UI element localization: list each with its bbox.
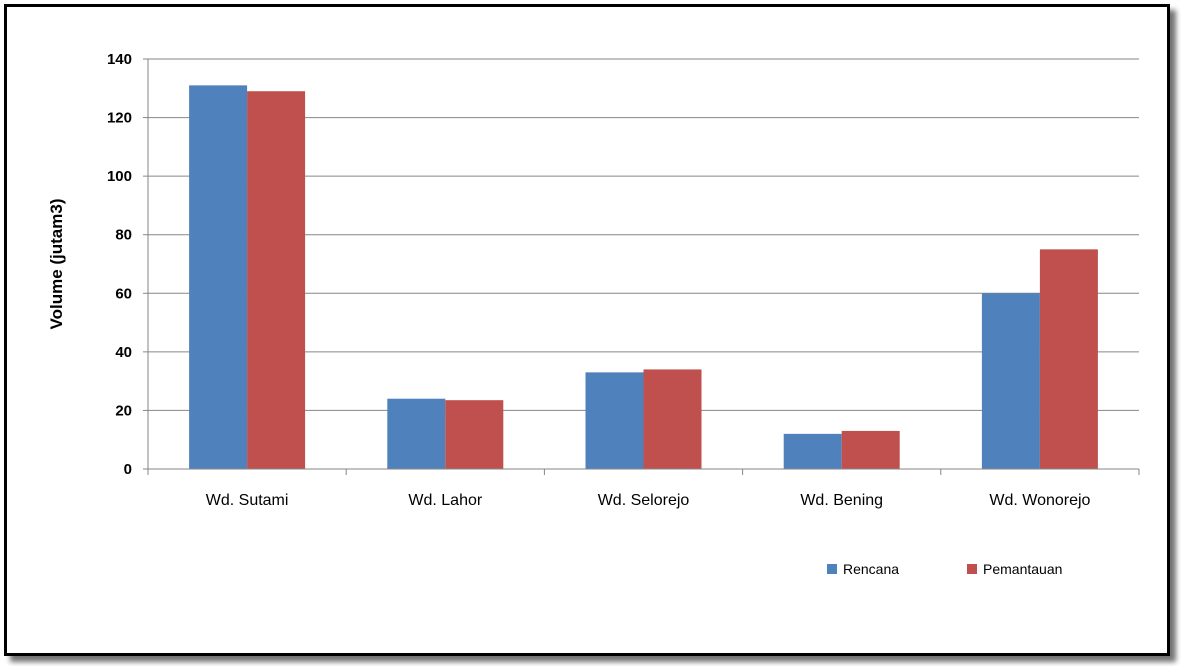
bar-rencana-1 <box>387 398 446 469</box>
y-tick-label: 60 <box>115 285 132 302</box>
legend-swatch-pemantauan <box>967 564 977 574</box>
bar-rencana-0 <box>189 85 248 469</box>
bar-pemantauan-2 <box>643 369 702 469</box>
bars <box>189 85 1098 469</box>
x-category-label: Wd. Lahor <box>408 492 482 509</box>
y-tick-label: 80 <box>115 227 132 244</box>
legend-label-pemantauan: Pemantauan <box>983 561 1062 577</box>
y-tick-label: 0 <box>124 461 132 478</box>
bar-pemantauan-0 <box>247 91 306 469</box>
bar-pemantauan-4 <box>1039 249 1098 469</box>
chart-frame: 0 20 40 60 80 100 120 140 Wd. Sutami Wd. Lahor Wd… <box>4 4 1170 656</box>
y-tick-label: 40 <box>115 344 132 361</box>
bar-pemantauan-3 <box>841 430 900 469</box>
x-category-label: Wd. Sutami <box>206 492 289 509</box>
bar-rencana-4 <box>981 293 1040 469</box>
legend-label-rencana: Rencana <box>843 561 899 577</box>
y-tick-label: 20 <box>115 402 132 419</box>
axes <box>143 58 1140 475</box>
gridlines <box>148 58 1139 411</box>
x-category-label: Wd. Wonorejo <box>989 492 1090 509</box>
bar-rencana-2 <box>585 372 644 469</box>
x-category-labels: Wd. Sutami Wd. Lahor Wd. Selorejo Wd. Benin… <box>206 492 1091 509</box>
legend-swatch-rencana <box>827 564 837 574</box>
y-tick-label: 100 <box>107 168 132 185</box>
y-tick-label: 140 <box>107 51 132 68</box>
x-category-label: Wd. Selorejo <box>598 492 690 509</box>
legend: Rencana Pemantauan <box>827 561 1062 577</box>
y-tick-label: 120 <box>107 110 132 127</box>
x-category-label: Wd. Bening <box>800 492 883 509</box>
bar-pemantauan-1 <box>445 400 504 469</box>
y-axis-title: Volume (jutam3) <box>47 199 66 330</box>
bar-rencana-3 <box>783 433 842 469</box>
y-tick-labels: 0 20 40 60 80 100 120 140 <box>107 51 132 478</box>
